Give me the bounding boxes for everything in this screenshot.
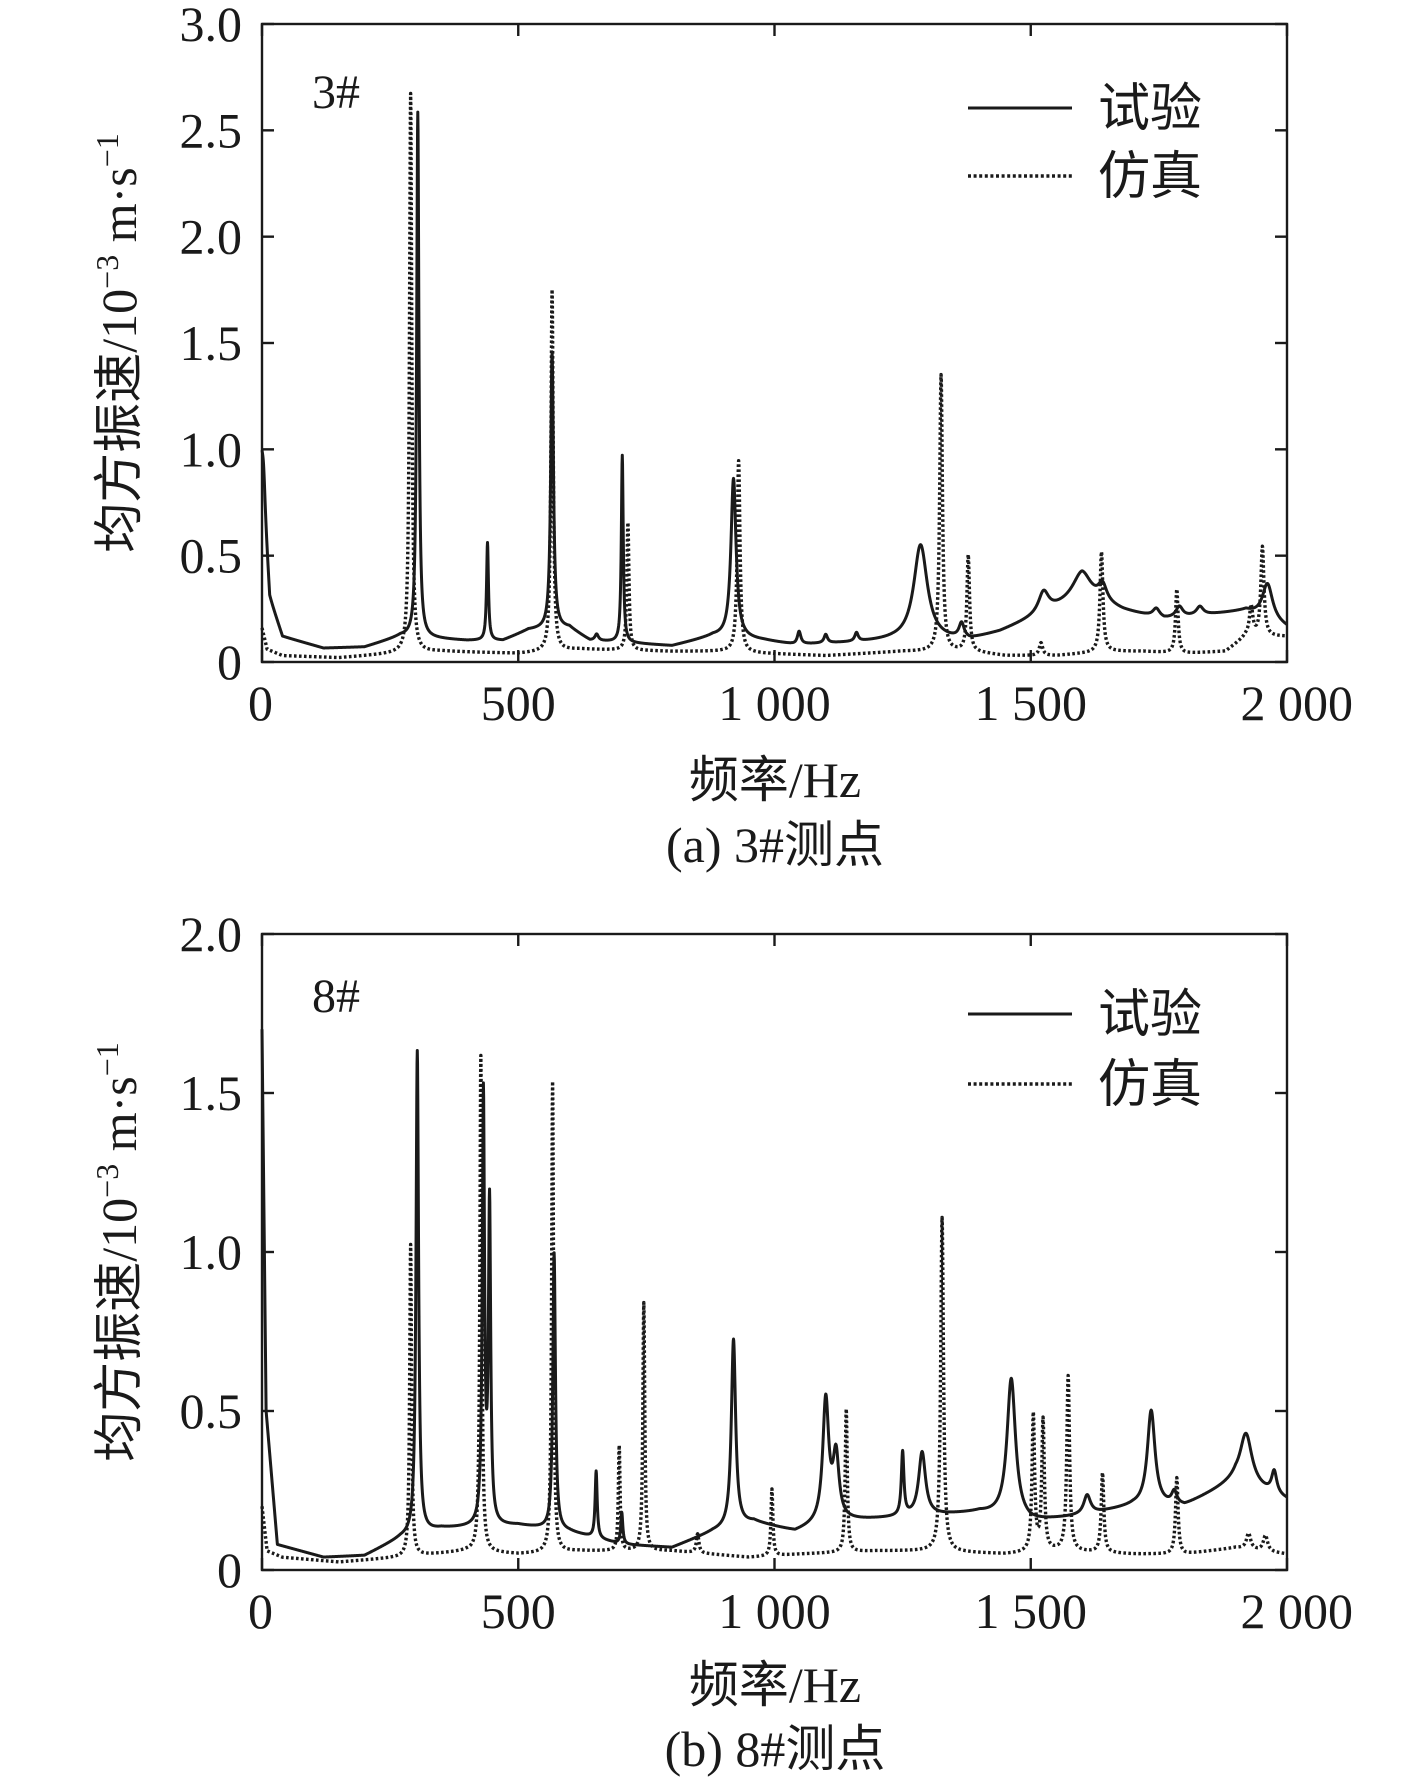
panel-a-ytick-label: 0 <box>217 634 242 690</box>
panel-a-ytick-label: 1.5 <box>180 315 243 371</box>
panel-a-plot-frame <box>260 22 1289 664</box>
panel-b-chart: 0 500 1 000 1 500 2 000 0 0.5 1.0 1.5 2.0 8# 试验 仿… <box>89 906 1353 1777</box>
panel-b-ytick-label: 0 <box>217 1542 242 1598</box>
panel-a-xtick-label: 2 000 <box>1241 675 1354 731</box>
panel-a-xtick-label: 500 <box>481 675 556 731</box>
panel-b-x-axis-label: 频率/Hz <box>689 1657 861 1713</box>
panel-b-tick-labels: 0 500 1 000 1 500 2 000 0 0.5 1.0 1.5 2.0 <box>180 906 1354 1639</box>
panel-a-legend-label-sim: 仿真 <box>1098 149 1202 206</box>
panel-b-legend-label-test: 试验 <box>1098 987 1202 1044</box>
panel-a-legend-label-test: 试验 <box>1098 81 1202 138</box>
panel-a-ylabel-unit: m·s <box>91 167 147 255</box>
panel-a-caption: (a) 3#测点 <box>666 817 884 873</box>
panel-b-ylabel-unit: m·s <box>91 1076 147 1164</box>
panel-b-y-axis-label: 均方振速/10−3 m·s−1 <box>89 1042 147 1462</box>
panel-b-ytick-label: 1.5 <box>180 1065 243 1121</box>
panel-b-xtick-label: 500 <box>481 1583 556 1639</box>
panel-a-ytick-label: 2.5 <box>180 102 243 158</box>
panel-a-y-axis-label: 均方振速/10−3 m·s−1 <box>89 133 147 553</box>
panel-b-ytick-label: 0.5 <box>180 1383 243 1439</box>
panel-b-xtick-label: 0 <box>248 1583 273 1639</box>
panel-b-legend: 试验 仿真 <box>968 987 1202 1114</box>
panel-a-ytick-label: 1.0 <box>180 421 243 477</box>
panel-b-ytick-label: 2.0 <box>180 906 243 962</box>
panel-a-curves <box>260 91 1289 660</box>
panel-b-curves <box>260 1029 1289 1564</box>
panel-a-series-sim-line <box>260 91 1289 660</box>
panel-a-x-axis-label: 频率/Hz <box>689 752 861 808</box>
panel-b-xtick-label: 2 000 <box>1241 1583 1354 1639</box>
panel-b-ylabel-main: 均方振速/10 <box>91 1198 147 1462</box>
panel-b-caption: (b) 8#测点 <box>665 1721 886 1777</box>
panel-b-ytick-label: 1.0 <box>180 1224 243 1280</box>
panel-a-ytick-label: 3.0 <box>180 0 243 52</box>
panel-a-ylabel-unit-exp: −1 <box>89 133 125 167</box>
panel-a-series-test-line <box>260 110 1289 650</box>
panel-b-xtick-label: 1 500 <box>975 1583 1088 1639</box>
panel-a-ylabel-main: 均方振速/10 <box>91 289 147 553</box>
panel-b-plot-frame <box>260 932 1289 1572</box>
panel-b-series-sim-line <box>260 1053 1289 1564</box>
panel-b-xtick-label: 1 000 <box>718 1583 831 1639</box>
panel-b-ylabel-exp: −3 <box>89 1164 125 1198</box>
panel-a-ytick-label: 2.0 <box>180 209 243 265</box>
panel-b-ylabel-unit-exp: −1 <box>89 1042 125 1076</box>
panel-a-xtick-label: 1 500 <box>975 675 1088 731</box>
panel-a-chart: 0 500 1 000 1 500 2 000 0 0.5 1.0 1.5 2.0 2.5 3.0 3… <box>89 0 1353 873</box>
panel-a-ylabel-exp: −3 <box>89 255 125 289</box>
panel-a-tick-labels: 0 500 1 000 1 500 2 000 0 0.5 1.0 1.5 2.0 2.5 3.0 <box>180 0 1354 731</box>
panel-a-xtick-label: 0 <box>248 675 273 731</box>
panel-b-legend-label-sim: 仿真 <box>1098 1057 1202 1114</box>
panel-b-point-label: 8# <box>312 970 360 1023</box>
panel-a-legend: 试验 仿真 <box>968 81 1202 206</box>
panel-a-xtick-label: 1 000 <box>718 675 831 731</box>
panel-a-ytick-label: 0.5 <box>180 528 243 584</box>
panel-a-point-label: 3# <box>312 66 360 119</box>
